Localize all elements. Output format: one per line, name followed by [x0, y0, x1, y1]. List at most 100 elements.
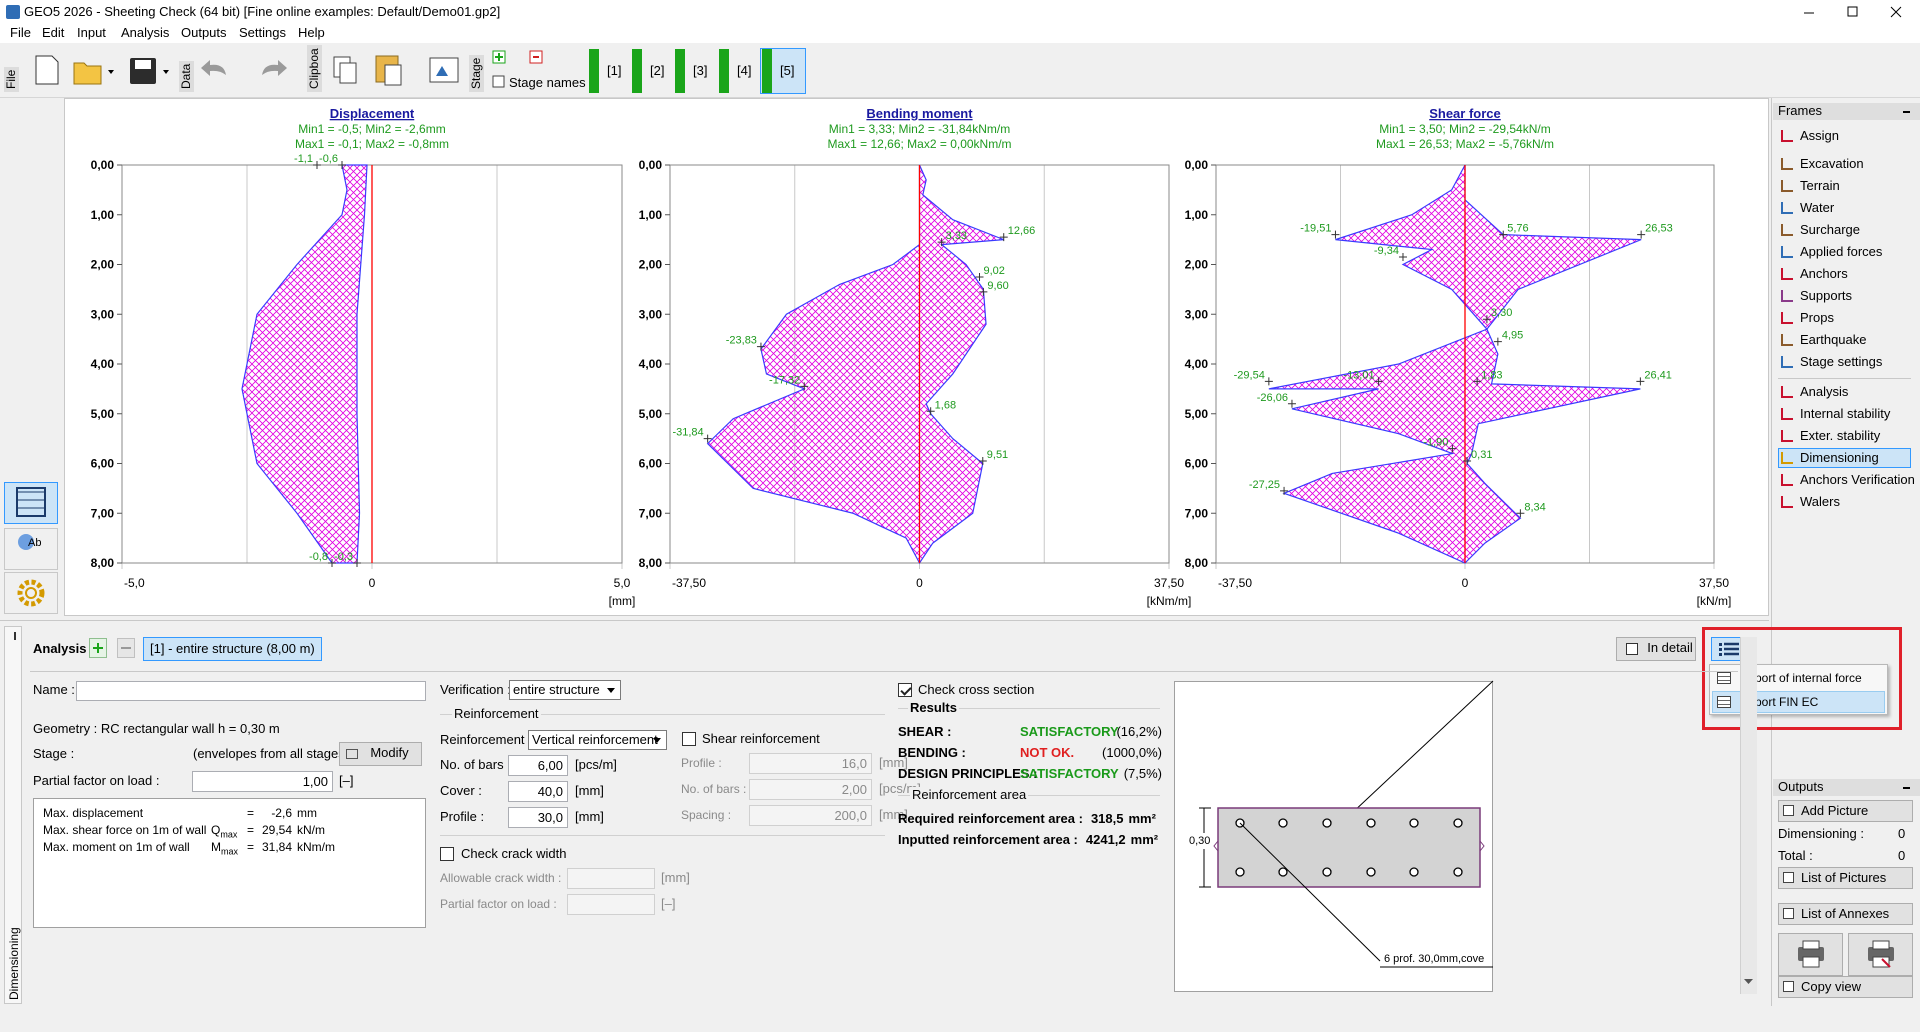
frame-icon	[1781, 180, 1793, 192]
data-label: 12,66	[1008, 225, 1036, 237]
data-label: -31,84	[672, 427, 703, 439]
frame-item[interactable]: Surcharge	[1800, 222, 1860, 238]
frame-item[interactable]: Anchors Verification	[1800, 472, 1915, 488]
name-input[interactable]	[76, 681, 426, 701]
frames-title: Frames	[1778, 103, 1822, 119]
frame-icon	[1781, 356, 1793, 368]
data-label: 3,30	[1491, 307, 1512, 319]
frame-item[interactable]: Terrain	[1800, 178, 1840, 194]
wall-section	[1218, 808, 1480, 887]
data-label: -17,32	[769, 374, 800, 386]
name-label: Name :	[33, 682, 75, 698]
shear-checkbox[interactable]	[682, 732, 696, 746]
check-section-box[interactable]	[898, 683, 912, 697]
summary-subscript: max	[221, 846, 238, 856]
data-label: 9,51	[987, 449, 1008, 461]
frame-icon	[1781, 268, 1793, 280]
export-menu-item[interactable]: Export of internal force	[1741, 670, 1862, 686]
result-label: SHEAR :	[898, 724, 951, 740]
data-point	[1288, 400, 1296, 408]
summary-label: Max. shear force on 1m of wall	[43, 822, 206, 838]
output-button[interactable]: List of Annexes	[1778, 903, 1913, 925]
summary-unit: kN/m	[297, 822, 325, 838]
result-status: NOT OK.	[1020, 745, 1074, 761]
result-label: BENDING :	[898, 745, 966, 761]
crack-label: Check crack width	[461, 846, 566, 862]
frame-item[interactable]: Water	[1800, 200, 1834, 216]
frame-item[interactable]: Stage settings	[1800, 354, 1882, 370]
analysis-selector[interactable]: [1] - entire structure (8,00 m)	[143, 637, 322, 661]
partial-factor-input[interactable]: 1,00	[192, 771, 333, 792]
stage-label: Stage :	[33, 746, 74, 762]
charts: DisplacementMin1 = -0,5; Min2 = -2,6mm Ma…	[0, 0, 1769, 616]
field-unit: [mm]	[575, 809, 604, 825]
output-button[interactable]: Add Picture	[1778, 800, 1913, 822]
detail-icon	[1626, 643, 1638, 655]
chart-title: Shear force	[1429, 106, 1501, 121]
x-tick-label: -37,50	[1218, 576, 1252, 590]
frame-item[interactable]: Walers	[1800, 494, 1840, 510]
area-unit: mm²	[1131, 832, 1158, 847]
field-unit: [mm]	[575, 783, 604, 799]
area-unit: mm²	[1129, 811, 1156, 826]
data-label: 5,76	[1507, 223, 1528, 235]
summary-value: 31,84	[262, 839, 292, 855]
frame-icon	[1781, 290, 1793, 302]
frame-item[interactable]: Applied forces	[1800, 244, 1882, 260]
geometry-text: Geometry : RC rectangular wall h = 0,30 …	[33, 721, 280, 737]
remove-minus	[121, 647, 131, 649]
data-point	[1494, 338, 1502, 346]
print-icons	[1778, 933, 1913, 976]
output-icon	[1783, 981, 1794, 992]
area-row: Required reinforcement area :318,5mm²	[898, 811, 1156, 827]
envelope	[242, 165, 367, 563]
data-label: -19,51	[1300, 223, 1331, 235]
frame-item[interactable]: Anchors	[1800, 266, 1848, 282]
field-input[interactable]: 6,00	[508, 755, 568, 776]
area-value: 318,5	[1091, 811, 1124, 826]
top-marker	[14, 632, 16, 640]
area-label: Inputted reinforcement area :	[898, 832, 1078, 847]
frame-item[interactable]: Supports	[1800, 288, 1852, 304]
verification-select[interactable]: entire structure	[509, 680, 621, 700]
rebar	[1410, 819, 1418, 827]
printer-paper	[1803, 957, 1819, 967]
frame-item[interactable]: Dimensioning	[1800, 450, 1879, 466]
chart-subtitle: Max1 = 26,53; Max2 = -5,76kN/m	[1376, 137, 1554, 151]
chart-subtitle: Min1 = -0,5; Min2 = -2,6mm	[298, 122, 445, 136]
frame-item[interactable]: Internal stability	[1800, 406, 1890, 422]
partial-factor-label: Partial factor on load :	[33, 773, 159, 789]
field-input[interactable]: 40,0	[508, 781, 568, 802]
frame-item[interactable]: Earthquake	[1800, 332, 1867, 348]
frame-item[interactable]: Assign	[1800, 128, 1839, 144]
output-button[interactable]: Copy view	[1778, 976, 1913, 998]
data-label: 4,95	[1502, 330, 1523, 342]
summary-eq: =	[247, 839, 254, 855]
frame-item[interactable]: Analysis	[1800, 384, 1848, 400]
y-tick-label: 2,00	[91, 258, 115, 272]
frame-icon	[1781, 158, 1793, 170]
x-unit-label: [mm]	[609, 594, 636, 608]
menu-icon	[1717, 696, 1731, 708]
field-input[interactable]: 30,0	[508, 807, 568, 828]
chart-subtitle: Min1 = 3,33; Min2 = -31,84kNm/m	[829, 122, 1010, 136]
chart-title: Displacement	[330, 106, 415, 121]
y-tick-label: 2,00	[1185, 258, 1209, 272]
reinforcement-label: Reinforcement :	[440, 732, 532, 748]
data-label: -26,06	[1257, 392, 1288, 404]
y-tick-label: 1,00	[1185, 208, 1209, 222]
data-label: -1,1	[294, 153, 313, 165]
frame-item[interactable]: Props	[1800, 310, 1834, 326]
section-note: 6 prof. 30,0mm,cove	[1384, 951, 1484, 967]
y-tick-label: 1,00	[639, 208, 663, 222]
reinforcement-select[interactable]: Vertical reinforcement	[528, 730, 667, 750]
data-label: 9,02	[984, 265, 1005, 277]
crack-checkbox[interactable]	[440, 847, 454, 861]
scroll-arrows	[1740, 637, 1757, 994]
output-button[interactable]: List of Pictures	[1778, 867, 1913, 889]
frame-item[interactable]: Exter. stability	[1800, 428, 1880, 444]
output-icon	[1783, 805, 1794, 816]
printer-paper	[1873, 957, 1889, 967]
frame-item[interactable]: Excavation	[1800, 156, 1864, 172]
